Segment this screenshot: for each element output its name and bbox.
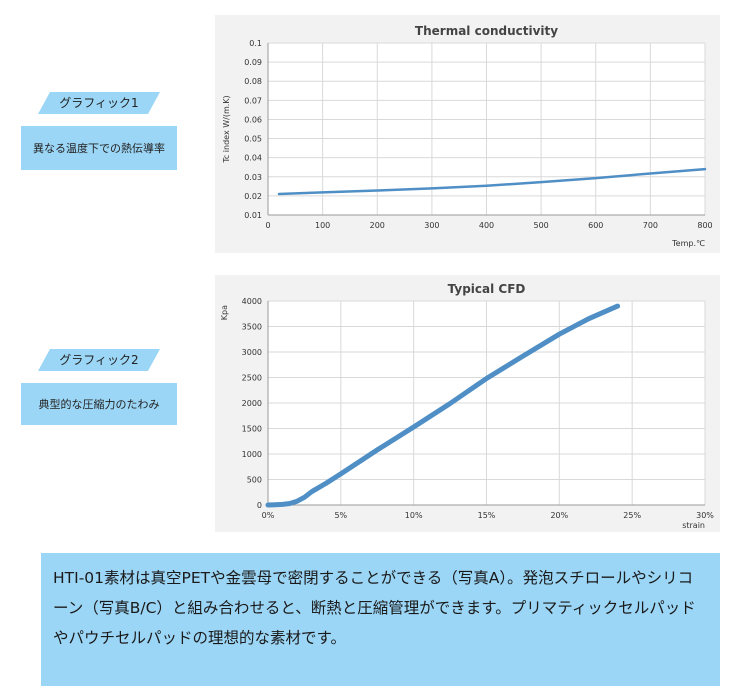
x-tick-label: 200 bbox=[370, 221, 385, 230]
y-tick-label: 3000 bbox=[242, 348, 262, 357]
y-tick-label: 0.04 bbox=[244, 154, 262, 163]
y-tick-label: 3500 bbox=[242, 323, 262, 332]
series-line bbox=[277, 167, 707, 196]
graphic1-tag: グラフィック1 bbox=[38, 92, 160, 114]
y-tick-label: 1000 bbox=[242, 450, 262, 459]
x-tick-label: 500 bbox=[533, 221, 548, 230]
description-text: HTI-01素材は真空PETや金雲母で密閉することができる（写真A）。発泡スチロ… bbox=[41, 553, 720, 686]
y-tick-label: 0 bbox=[257, 501, 262, 510]
graphic2-tag: グラフィック2 bbox=[38, 349, 160, 371]
x-tick-label: 30% bbox=[696, 511, 714, 520]
thermal-conductivity-svg: 0.01 0.02 0.03 0.04 0.05 0.06 0.07 0.08 0.09 0.1 0… bbox=[222, 24, 713, 248]
x-tick-label: 0 bbox=[265, 221, 270, 230]
chart-title: Typical CFD bbox=[448, 282, 526, 296]
y-tick-label: 4000 bbox=[242, 297, 262, 306]
x-tick-label: 800 bbox=[697, 221, 712, 230]
y-axis-label: Tc index W/(m.K) bbox=[222, 95, 231, 163]
x-tick-label: 400 bbox=[479, 221, 494, 230]
x-axis-label: strain bbox=[682, 521, 705, 530]
y-axis-label: Kpa bbox=[220, 305, 229, 320]
y-tick-label: 0.05 bbox=[244, 135, 262, 144]
x-tick-label: 700 bbox=[643, 221, 658, 230]
x-tick-label: 15% bbox=[478, 511, 496, 520]
y-tick-label: 0.08 bbox=[244, 77, 262, 86]
x-tick-label: 100 bbox=[315, 221, 330, 230]
x-axis-label: Temp.℃ bbox=[671, 239, 705, 248]
thermal-conductivity-chart: 0.01 0.02 0.03 0.04 0.05 0.06 0.07 0.08 0.09 0.1 0… bbox=[215, 15, 720, 253]
y-tick-label: 2000 bbox=[242, 399, 262, 408]
y-tick-label: 0.03 bbox=[244, 173, 262, 182]
graphic1-caption: 異なる温度下での熱伝導率 bbox=[21, 126, 177, 170]
y-tick-label: 500 bbox=[247, 476, 262, 485]
y-tick-label: 0.06 bbox=[244, 115, 262, 124]
x-tick-label: 0% bbox=[262, 511, 275, 520]
y-tick-label: 2500 bbox=[242, 374, 262, 383]
graphic2-caption: 典型的な圧縮力のたわみ bbox=[21, 383, 177, 425]
y-tick-label: 1500 bbox=[242, 425, 262, 434]
typical-cfd-chart: 0 500 1000 1500 2000 2500 3000 3500 4000 0% 5% 10% 1… bbox=[215, 275, 720, 532]
y-tick-label: 0.02 bbox=[244, 192, 262, 201]
y-tick-label: 0.1 bbox=[249, 39, 262, 48]
y-tick-label: 0.09 bbox=[244, 58, 262, 67]
y-tick-label: 0.01 bbox=[244, 211, 262, 220]
x-tick-label: 20% bbox=[550, 511, 568, 520]
x-tick-label: 10% bbox=[405, 511, 423, 520]
x-tick-label: 25% bbox=[623, 511, 641, 520]
x-tick-label: 5% bbox=[334, 511, 347, 520]
x-tick-label: 300 bbox=[424, 221, 439, 230]
chart-title: Thermal conductivity bbox=[415, 24, 558, 38]
series-line bbox=[265, 303, 621, 508]
y-tick-label: 0.07 bbox=[244, 96, 262, 105]
x-tick-label: 600 bbox=[588, 221, 603, 230]
typical-cfd-svg: 0 500 1000 1500 2000 2500 3000 3500 4000 0% 5% 10% 1… bbox=[220, 282, 714, 530]
